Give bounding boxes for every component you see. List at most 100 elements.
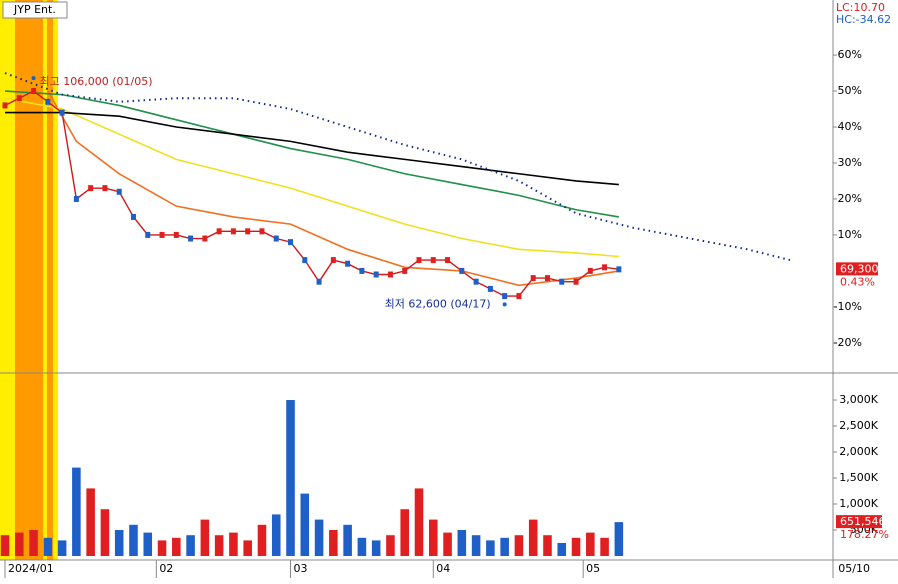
candle <box>502 293 508 300</box>
title-box <box>2 1 68 19</box>
candle <box>587 267 593 274</box>
chart-title: JYP Ent. <box>13 3 56 16</box>
volume-bar <box>428 519 438 556</box>
volume-bar <box>514 535 524 556</box>
volume-bar <box>243 540 252 556</box>
volume-bar <box>143 532 153 556</box>
volume-bar <box>457 530 467 556</box>
candle <box>31 88 37 95</box>
volume-bar <box>528 519 538 556</box>
candle <box>2 102 8 109</box>
volume-bar <box>486 540 495 556</box>
candle <box>345 260 351 267</box>
candle <box>302 257 308 264</box>
highlight-band <box>47 0 53 560</box>
last-change: 0.43% <box>840 275 875 288</box>
ma-line <box>4 97 619 258</box>
volume-tick-label: 2,500K <box>839 419 878 432</box>
candle <box>288 239 294 246</box>
y-tick-label: -10% <box>834 300 862 313</box>
candle <box>473 278 479 285</box>
volume-bar <box>471 535 481 556</box>
x-tick-label: 05/10 <box>838 562 870 575</box>
volume-bar <box>186 535 195 556</box>
candle <box>230 228 236 235</box>
candle <box>616 266 622 273</box>
volume-bar <box>172 537 181 556</box>
candle <box>445 257 451 264</box>
candle <box>359 267 365 274</box>
volume-bar <box>214 535 224 556</box>
candle <box>59 109 65 116</box>
volume-bar <box>157 540 167 556</box>
volume-bar <box>0 535 10 556</box>
volume-bar <box>571 537 581 556</box>
volume-bar <box>57 540 67 556</box>
candle <box>459 267 465 274</box>
volume-bar <box>200 519 210 556</box>
volume-bar <box>500 537 509 556</box>
volume-bar <box>329 530 338 556</box>
ma-line <box>4 90 619 218</box>
last-price: 69,300 <box>840 262 879 275</box>
volume-bar <box>543 535 552 556</box>
candle <box>45 98 51 105</box>
annotation: 최고 106,000 (01/05) <box>40 75 153 88</box>
candle <box>130 213 136 220</box>
candle <box>245 228 251 235</box>
y-tick-label: 20% <box>838 192 862 205</box>
volume-bar <box>257 524 267 556</box>
annotation-point <box>31 76 36 81</box>
x-tick-label: 05 <box>586 562 600 575</box>
volume-bar <box>72 467 81 556</box>
volume-tick-label: 1,000K <box>839 497 878 510</box>
volume-bar <box>100 509 110 556</box>
annotation: 최저 62,600 (04/17) <box>385 297 491 310</box>
volume-bar <box>357 537 367 556</box>
volume-bar <box>557 543 567 556</box>
candle <box>602 264 608 271</box>
x-tick-label: 02 <box>159 562 173 575</box>
candle <box>102 185 108 192</box>
ma-line <box>5 111 619 186</box>
volume-bar <box>114 530 124 556</box>
volume-bar <box>129 524 138 556</box>
candle <box>88 185 94 192</box>
candle <box>216 228 222 235</box>
candle <box>573 278 579 285</box>
volume-bar <box>300 493 310 556</box>
candle <box>530 275 536 282</box>
volume-bar <box>371 540 381 556</box>
candle <box>559 278 565 285</box>
volume-tick-label: 1,500K <box>839 471 878 484</box>
volume-bar <box>14 532 24 556</box>
last-volume-box <box>836 515 882 529</box>
candle <box>273 235 279 242</box>
candle <box>373 271 379 278</box>
candle <box>487 285 493 292</box>
volume-bar <box>229 532 238 556</box>
volume-bar <box>386 535 395 556</box>
last-volume: 651,546 <box>840 515 886 528</box>
candle <box>387 271 393 278</box>
info-hc: HC:-34.62 <box>836 13 891 26</box>
ma-line <box>4 72 791 262</box>
candle <box>188 235 194 242</box>
y-tick-label: 40% <box>838 120 862 133</box>
candle <box>202 235 208 242</box>
x-tick-label: 04 <box>436 562 450 575</box>
candle <box>330 257 336 264</box>
candle <box>16 95 22 102</box>
y-tick-label: 10% <box>838 228 862 241</box>
volume-ratio: 178.27% <box>840 528 889 541</box>
volume-bar <box>86 488 95 556</box>
y-tick-label: 50% <box>838 84 862 97</box>
x-tick-label: 2024/01 <box>8 562 54 575</box>
volume-tick-label: 3,000K <box>839 393 878 406</box>
x-tick-label: 03 <box>294 562 308 575</box>
candle <box>159 231 165 238</box>
volume-bar <box>400 509 410 556</box>
candle <box>73 195 79 202</box>
